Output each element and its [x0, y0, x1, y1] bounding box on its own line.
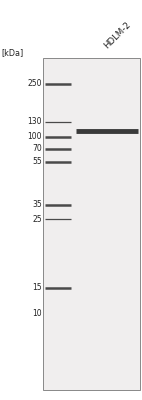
Text: 15: 15	[32, 284, 42, 292]
Text: 250: 250	[27, 80, 42, 88]
Text: 55: 55	[32, 157, 42, 166]
Text: 100: 100	[27, 132, 42, 141]
Text: 10: 10	[32, 310, 42, 318]
Text: HDLM-2: HDLM-2	[102, 20, 133, 50]
Text: 130: 130	[27, 118, 42, 126]
Text: 25: 25	[32, 215, 42, 224]
Text: 70: 70	[32, 144, 42, 153]
Bar	[43, 58, 140, 390]
Text: 35: 35	[32, 200, 42, 209]
Text: [kDa]: [kDa]	[1, 48, 24, 57]
